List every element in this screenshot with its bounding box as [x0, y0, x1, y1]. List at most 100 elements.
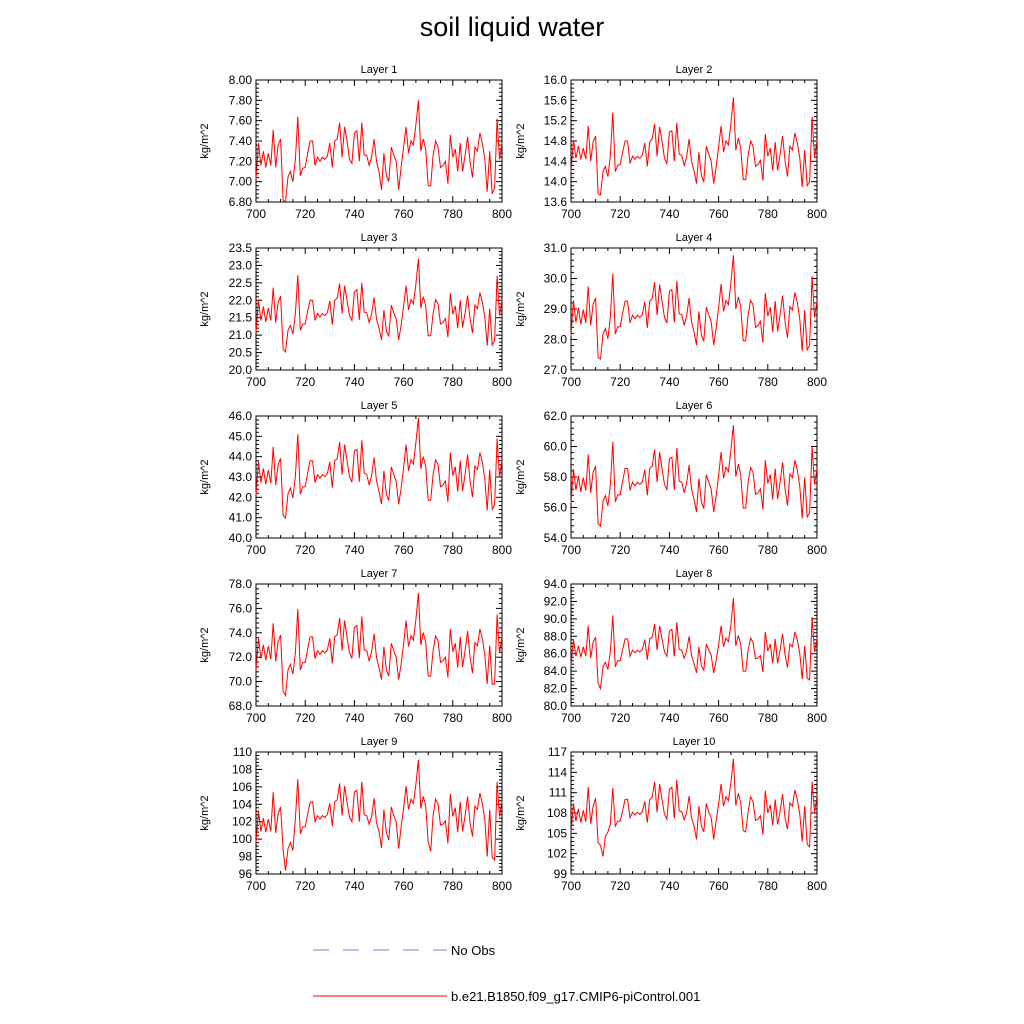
layer-6-xtick-label: 760 — [709, 543, 729, 557]
layer-8-ytick-label: 84.0 — [544, 664, 568, 678]
layer-6-ytick-label: 62.0 — [544, 409, 568, 423]
layer-5-title: Layer 5 — [361, 400, 398, 412]
layer-3-xtick-label: 760 — [394, 375, 414, 389]
layer-2-frame — [570, 79, 818, 203]
layer-9-ytick-label: 102 — [232, 815, 252, 829]
layer-4-frame — [570, 247, 818, 371]
layer-1-ytick-label: 7.80 — [229, 93, 253, 107]
layer-10-ytick-label: 99 — [554, 867, 568, 881]
layer-2-xtick-label: 740 — [659, 207, 679, 221]
layer-10-ylabel: kg/m^2 — [515, 795, 527, 830]
layer-4-xtick-label: 740 — [659, 375, 679, 389]
layer-1-xtick-label: 780 — [443, 207, 463, 221]
panel-layer-4: Layer 4 kg/m^2 700 720 740 760 780 800 27.0 28.0 2… — [515, 232, 827, 389]
layer-9-title: Layer 9 — [361, 736, 398, 748]
layer-8-xtick-label: 800 — [807, 711, 827, 725]
layer-10-xtick-label: 720 — [610, 879, 630, 893]
layer-3-frame — [255, 247, 503, 371]
layer-7-ylabel: kg/m^2 — [199, 627, 211, 662]
layer-10-ytick-label: 105 — [547, 826, 567, 840]
layer-10-title: Layer 10 — [673, 736, 716, 748]
layer-4-ytick-label: 31.0 — [544, 241, 568, 255]
layer-4-ylabel: kg/m^2 — [515, 291, 527, 326]
layer-9-ytick-label: 100 — [232, 832, 252, 846]
layer-6-ytick-label: 60.0 — [544, 440, 568, 454]
layer-10-ytick-label: 108 — [547, 806, 567, 820]
layer-10-ytick-label: 117 — [548, 745, 567, 759]
layer-1-ylabel: kg/m^2 — [199, 123, 211, 158]
layer-4-xtick-label: 760 — [709, 375, 729, 389]
layer-7-xtick-label: 800 — [492, 711, 512, 725]
layer-3-ylabel: kg/m^2 — [199, 291, 211, 326]
layer-7-frame — [255, 583, 503, 707]
layer-8-ytick-label: 90.0 — [544, 612, 568, 626]
layer-1-xtick-label: 740 — [344, 207, 364, 221]
layer-6-series-line — [570, 425, 818, 528]
layer-7-ytick-label: 78.0 — [229, 577, 253, 591]
layer-9-ytick-label: 108 — [232, 762, 252, 776]
layer-10-xtick-label: 780 — [758, 879, 778, 893]
layer-5-xtick-label: 740 — [344, 543, 364, 557]
layer-9-ytick-label: 106 — [232, 780, 252, 794]
layer-3-xtick-label: 700 — [246, 375, 266, 389]
layer-9-xtick-label: 800 — [492, 879, 512, 893]
layer-2-ytick-label: 15.2 — [544, 114, 568, 128]
layer-10-xtick-label: 700 — [561, 879, 581, 893]
layer-8-ytick-label: 88.0 — [544, 629, 568, 643]
layer-5-xtick-label: 760 — [394, 543, 414, 557]
layer-10-ytick-label: 114 — [548, 765, 567, 779]
layer-9-ytick-label: 104 — [232, 797, 252, 811]
layer-7-ytick-label: 72.0 — [229, 650, 253, 664]
layer-4-xtick-label: 720 — [610, 375, 630, 389]
layer-3-xtick-label: 740 — [344, 375, 364, 389]
layer-2-ylabel: kg/m^2 — [515, 123, 527, 158]
layer-1-ytick-label: 7.00 — [229, 175, 253, 189]
layer-5-ylabel: kg/m^2 — [199, 459, 211, 494]
layer-1-title: Layer 1 — [361, 64, 398, 76]
layer-6-ylabel: kg/m^2 — [515, 459, 527, 494]
layer-4-ytick-label: 29.0 — [544, 302, 568, 316]
layer-8-ylabel: kg/m^2 — [515, 627, 527, 662]
panel-layer-1: Layer 1 kg/m^2 700 720 740 760 780 800 6.80 7.00 7… — [199, 64, 512, 221]
layer-9-xtick-label: 720 — [295, 879, 315, 893]
layer-8-xtick-label: 780 — [758, 711, 778, 725]
layer-5-series-line — [255, 417, 503, 520]
panel-layer-7: Layer 7 kg/m^2 700 720 740 760 780 800 68.0 70.0 7… — [199, 568, 512, 725]
layer-5-ytick-label: 45.0 — [229, 429, 253, 443]
panel-layer-5: Layer 5 kg/m^2 700 720 740 760 780 800 40.0 41.0 4… — [199, 400, 512, 557]
layer-2-title: Layer 2 — [676, 64, 713, 76]
layer-3-ytick-label: 22.5 — [229, 276, 253, 290]
layer-4-xtick-label: 700 — [561, 375, 581, 389]
layer-6-xtick-label: 800 — [807, 543, 827, 557]
panel-layer-6: Layer 6 kg/m^2 700 720 740 760 780 800 54.0 56.0 5… — [515, 400, 827, 557]
layer-9-xtick-label: 740 — [344, 879, 364, 893]
layer-8-title: Layer 8 — [676, 568, 713, 580]
layer-1-xtick-label: 800 — [492, 207, 512, 221]
layer-3-ytick-label: 22.0 — [229, 293, 253, 307]
layer-8-ytick-label: 80.0 — [544, 699, 568, 713]
layer-2-ytick-label: 13.6 — [544, 195, 568, 209]
legend: No Obs b.e21.B1850.f09_g17.CMIP6-piContr… — [313, 943, 700, 1004]
layer-10-series-line — [570, 758, 818, 857]
page-title: soil liquid water — [419, 12, 605, 42]
layer-4-ytick-label: 30.0 — [544, 272, 568, 286]
layer-2-ytick-label: 14.0 — [544, 175, 568, 189]
layer-7-ytick-label: 68.0 — [229, 699, 253, 713]
layer-9-xtick-label: 780 — [443, 879, 463, 893]
layer-8-ytick-label: 86.0 — [544, 647, 568, 661]
layer-1-ytick-label: 7.60 — [229, 114, 253, 128]
layer-5-ytick-label: 43.0 — [229, 470, 253, 484]
layer-7-xtick-label: 700 — [246, 711, 266, 725]
layer-1-series-line — [255, 100, 503, 203]
legend-label-model: b.e21.B1850.f09_g17.CMIP6-piControl.001 — [451, 989, 700, 1004]
layer-3-series-line — [255, 258, 503, 354]
layer-8-frame — [570, 583, 818, 707]
layer-3-ytick-label: 21.5 — [229, 311, 253, 325]
layer-4-xtick-label: 800 — [807, 375, 827, 389]
layer-8-xtick-label: 700 — [561, 711, 581, 725]
layer-5-ytick-label: 46.0 — [229, 409, 253, 423]
layer-5-xtick-label: 800 — [492, 543, 512, 557]
layer-6-xtick-label: 700 — [561, 543, 581, 557]
layer-2-xtick-label: 760 — [709, 207, 729, 221]
